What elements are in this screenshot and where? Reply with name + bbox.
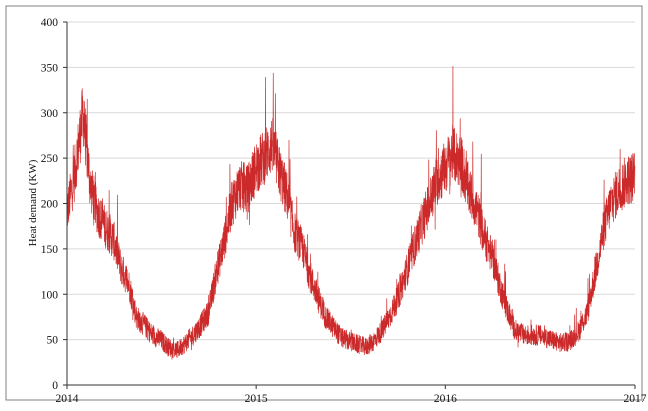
- y-tick-label-350: 350: [41, 62, 59, 74]
- y-tick-labels: 0 50 100 150 200 250 300 350 400: [41, 17, 67, 392]
- y-tick-label-250: 250: [41, 153, 59, 165]
- x-tick-label-2016: 2016: [434, 393, 457, 405]
- x-tick-label-2017: 2017: [624, 393, 647, 405]
- y-tick-label-300: 300: [41, 108, 59, 120]
- y-tick-label-50: 50: [47, 335, 59, 347]
- y-tick-label-100: 100: [41, 289, 59, 301]
- y-axis-label: Heat demand (KW): [27, 159, 39, 246]
- y-tick-label-200: 200: [41, 199, 59, 211]
- x-tick-labels: 2014 2015 2016 2017: [56, 385, 647, 405]
- series-line-heat-demand: [66, 66, 636, 360]
- series-layer: [66, 66, 636, 360]
- x-tick-label-2015: 2015: [245, 393, 268, 405]
- y-tick-label-0: 0: [52, 380, 58, 392]
- y-tick-label-150: 150: [41, 244, 59, 256]
- x-tick-label-2014: 2014: [56, 393, 79, 405]
- y-tick-label-400: 400: [41, 17, 59, 29]
